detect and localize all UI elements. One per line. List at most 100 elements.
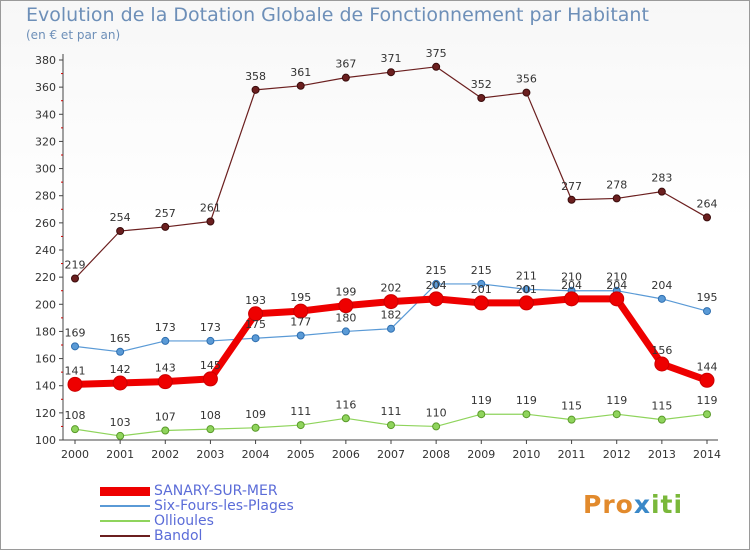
data-label: 107 <box>155 411 176 424</box>
data-label: 204 <box>561 279 582 292</box>
data-point <box>522 88 531 97</box>
legend-label: SANARY-SUR-MER <box>154 483 278 499</box>
data-point <box>699 372 715 388</box>
logo-part-1: Pro <box>583 490 634 519</box>
legend-swatch <box>100 520 150 522</box>
data-point <box>341 414 350 423</box>
data-point <box>202 371 218 387</box>
data-point <box>71 274 79 283</box>
data-point <box>116 431 125 440</box>
data-point <box>477 410 486 419</box>
data-label: 193 <box>245 294 266 307</box>
y-tick-label: 240 <box>35 244 56 257</box>
data-point <box>296 331 305 340</box>
data-label: 361 <box>290 66 311 79</box>
data-point <box>251 423 260 432</box>
data-point <box>657 187 666 196</box>
data-label: 201 <box>516 283 537 296</box>
data-label: 264 <box>697 197 718 210</box>
data-point <box>612 410 621 419</box>
data-point <box>341 327 350 336</box>
data-label: 215 <box>471 264 492 277</box>
data-point <box>251 85 260 94</box>
data-label: 144 <box>697 360 718 373</box>
data-label: 142 <box>110 363 131 376</box>
data-point <box>703 213 711 222</box>
data-label: 195 <box>697 291 718 304</box>
data-label: 204 <box>651 279 672 292</box>
data-label: 358 <box>245 70 266 83</box>
data-point <box>161 222 170 231</box>
y-tick-label: 160 <box>35 353 56 366</box>
data-point <box>206 425 215 434</box>
x-tick-label: 2000 <box>61 448 89 461</box>
data-label: 261 <box>200 202 221 215</box>
legend-swatch <box>100 486 150 496</box>
y-tick-label: 360 <box>35 81 56 94</box>
y-tick-label: 120 <box>35 407 56 420</box>
data-label: 115 <box>561 400 582 413</box>
data-label: 199 <box>335 286 356 299</box>
data-point <box>341 73 350 82</box>
x-tick-label: 2001 <box>106 448 134 461</box>
series-line <box>74 66 708 279</box>
data-point <box>71 425 79 434</box>
data-point <box>432 422 441 431</box>
data-label: 143 <box>155 362 176 375</box>
data-label: 180 <box>335 311 356 324</box>
y-tick-label: 380 <box>35 54 56 67</box>
legend-label: Ollioules <box>154 513 214 529</box>
x-tick-label: 2007 <box>377 448 405 461</box>
data-label: 108 <box>65 409 86 422</box>
series-layer <box>67 62 715 440</box>
data-label: 116 <box>335 398 356 411</box>
data-point <box>703 410 711 419</box>
data-label: 352 <box>471 78 492 91</box>
x-tick-label: 2002 <box>151 448 179 461</box>
data-label: 204 <box>426 279 447 292</box>
data-label: 204 <box>606 279 627 292</box>
data-label: 175 <box>245 318 266 331</box>
axes: 100 120 140 160 180 200 220 240 260 280 300 320 340 3… <box>35 54 721 461</box>
y-tick-label: 300 <box>35 163 56 176</box>
legend-label: Bandol <box>154 528 203 544</box>
data-label: 177 <box>290 316 311 329</box>
data-point <box>248 306 264 322</box>
data-label: 283 <box>651 172 672 185</box>
data-label: 356 <box>516 73 537 86</box>
data-point <box>206 336 215 345</box>
data-label: 145 <box>200 359 221 372</box>
data-label: 182 <box>381 309 402 322</box>
data-label: 211 <box>516 269 537 282</box>
proxiti-logo: Proxiti <box>583 490 683 519</box>
data-label: 111 <box>381 405 402 418</box>
data-point <box>387 68 395 77</box>
data-label: 111 <box>290 405 311 418</box>
data-label: 108 <box>200 409 221 422</box>
data-label: 278 <box>606 178 627 191</box>
x-tick-label: 2008 <box>422 448 450 461</box>
data-label: 169 <box>65 326 86 339</box>
y-tick-label: 340 <box>35 108 56 121</box>
y-tick-label: 200 <box>35 298 56 311</box>
data-point <box>477 94 486 102</box>
x-tick-label: 2014 <box>693 448 721 461</box>
data-label: 215 <box>426 264 447 277</box>
y-tick-label: 280 <box>35 190 56 203</box>
data-label: 115 <box>651 400 672 413</box>
data-label: 119 <box>516 394 537 407</box>
y-tick-label: 180 <box>35 325 56 338</box>
data-point <box>161 426 170 435</box>
x-tick-label: 2012 <box>603 448 631 461</box>
data-point <box>293 303 309 319</box>
data-point <box>387 421 395 430</box>
data-point <box>157 374 173 390</box>
data-label: 195 <box>290 291 311 304</box>
data-point <box>206 217 215 226</box>
data-point <box>112 375 128 391</box>
data-label: 156 <box>651 344 672 357</box>
data-label: 210 <box>561 271 582 284</box>
data-label: 210 <box>606 271 627 284</box>
data-point <box>564 291 580 307</box>
